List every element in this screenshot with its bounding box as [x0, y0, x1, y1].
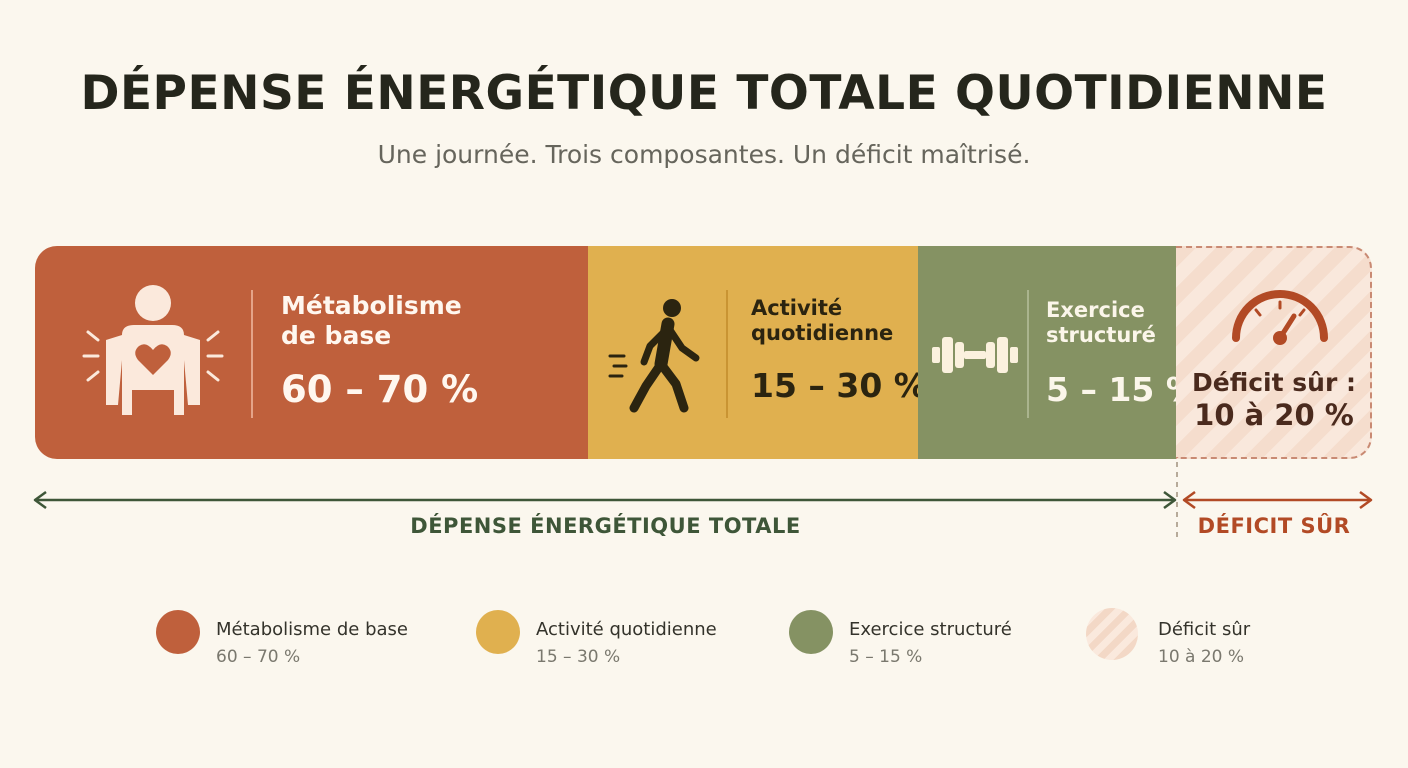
legend-value-activity: 15 – 30 %	[536, 647, 621, 667]
page-subtitle: Une journée. Trois composantes. Un défic…	[377, 140, 1031, 169]
legend-swatch-activity	[476, 610, 520, 654]
separator-exercise	[1027, 290, 1029, 418]
segment-bmr-label: Métabolisme de base	[281, 291, 462, 350]
legend-name-activity: Activité quotidienne	[536, 619, 717, 640]
legend-name-exercise: Exercice structuré	[849, 619, 1012, 640]
legend-swatch-deficit	[1086, 608, 1138, 660]
legend-value-bmr: 60 – 70 %	[216, 647, 301, 667]
segment-deficit-label: Déficit sûr :	[1192, 368, 1356, 397]
deficit-span-arrow	[1182, 490, 1373, 510]
deficit-scale-label: DÉFICIT SÛR	[1197, 514, 1351, 538]
legend-swatch-bmr	[156, 610, 200, 654]
page-title: DÉPENSE ÉNERGÉTIQUE TOTALE QUOTIDIENNE	[80, 66, 1328, 121]
segment-activity-value: 15 – 30 %	[751, 366, 927, 405]
segment-activity-label: Activité quotidienne	[751, 296, 894, 346]
segment-exercise-value: 5 – 15 %	[1046, 370, 1199, 409]
segment-bmr-value: 60 – 70 %	[281, 368, 479, 411]
segment-exercise-label: Exercice structuré	[1046, 298, 1156, 348]
segment-deficit-value: 10 à 20 %	[1194, 398, 1354, 432]
legend-name-bmr: Métabolisme de base	[216, 619, 408, 640]
separator-activity	[726, 290, 728, 418]
segment-deficit	[1176, 246, 1372, 459]
body-heart-icon	[82, 285, 224, 415]
total-expenditure-label: DÉPENSE ÉNERGÉTIQUE TOTALE	[410, 514, 801, 538]
gauge-icon	[1232, 290, 1328, 345]
dumbbell-icon	[932, 337, 1018, 373]
legend-swatch-exercise	[789, 610, 833, 654]
legend-value-deficit: 10 à 20 %	[1158, 647, 1245, 667]
separator-bmr	[251, 290, 253, 418]
total-span-arrow	[33, 490, 1177, 510]
deficit-divider-line	[1176, 462, 1178, 538]
legend-value-exercise: 5 – 15 %	[849, 647, 923, 667]
segment-activity	[588, 246, 918, 459]
legend-name-deficit: Déficit sûr	[1158, 619, 1251, 640]
walking-person-icon	[608, 299, 700, 413]
